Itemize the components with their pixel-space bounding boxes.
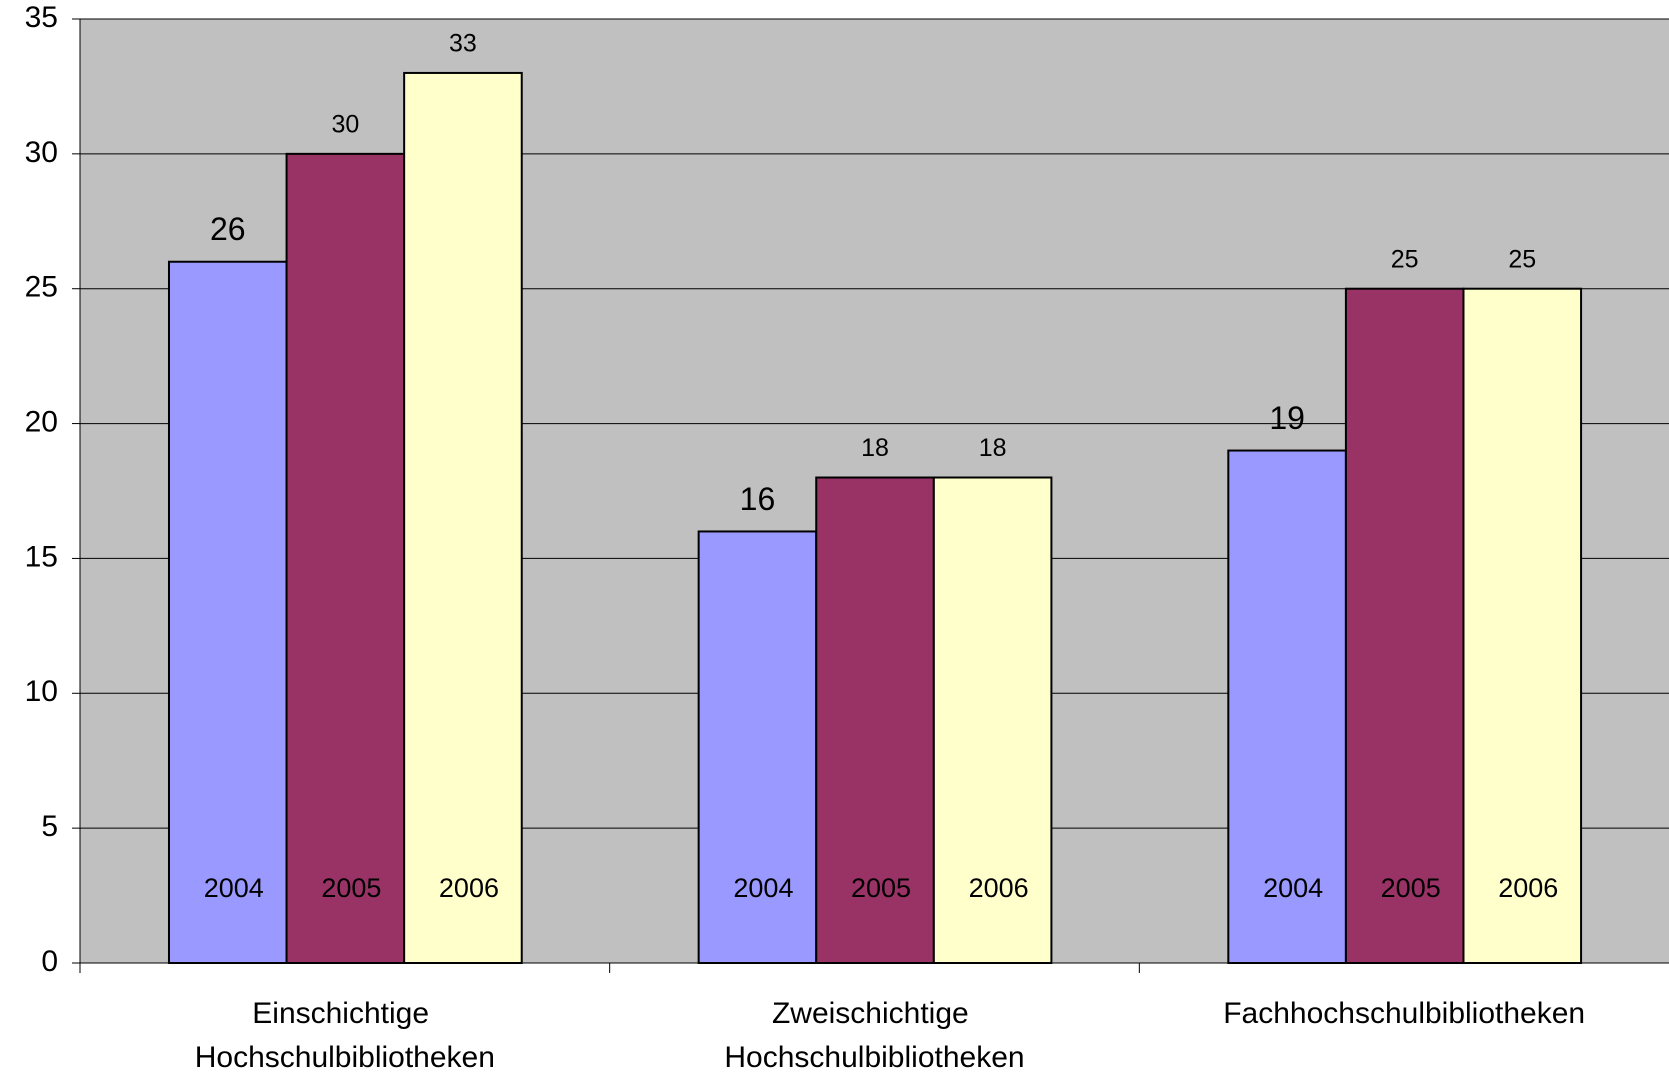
bar bbox=[285, 152, 406, 965]
data-label: 30 bbox=[331, 110, 359, 138]
series-label: 2004 bbox=[733, 873, 793, 903]
bar bbox=[815, 476, 935, 964]
series-label: 2004 bbox=[1263, 873, 1323, 903]
bar bbox=[697, 530, 818, 964]
x-tick-label-line: Fachhochschulbibliotheken bbox=[1223, 997, 1585, 1030]
data-label: 25 bbox=[1508, 245, 1536, 273]
x-tick-label-line: Hochschulbibliotheken bbox=[724, 1041, 1024, 1074]
y-tick-label: 10 bbox=[25, 675, 58, 708]
data-label: 16 bbox=[740, 481, 776, 517]
x-tick-label: Fachhochschulbibliotheken bbox=[1223, 997, 1585, 1030]
series-label: 2006 bbox=[439, 873, 499, 903]
series-label: 2005 bbox=[851, 873, 911, 903]
data-label: 26 bbox=[210, 211, 246, 247]
y-tick-label: 5 bbox=[41, 810, 58, 843]
data-label: 33 bbox=[449, 30, 477, 58]
series-label: 2005 bbox=[1381, 873, 1441, 903]
bar bbox=[932, 476, 1053, 964]
data-label: 18 bbox=[861, 434, 889, 462]
y-tick-label: 25 bbox=[25, 271, 58, 304]
series-label: 2006 bbox=[1498, 873, 1558, 903]
bar bbox=[1344, 287, 1465, 964]
y-tick-label: 15 bbox=[25, 540, 58, 573]
data-label: 18 bbox=[979, 434, 1007, 462]
series-label: 2006 bbox=[969, 873, 1029, 903]
x-tick-label-line: Zweischichtige bbox=[772, 997, 977, 1030]
x-tick-label-line: Hochschulbibliotheken bbox=[195, 1041, 495, 1074]
series-label: 2005 bbox=[321, 873, 381, 903]
x-tick-label: Einschichtige Hochschulbibliotheken bbox=[195, 997, 495, 1074]
y-tick-label: 30 bbox=[25, 136, 58, 169]
bar bbox=[1227, 449, 1347, 964]
y-tick-label: 35 bbox=[25, 1, 58, 34]
data-label: 25 bbox=[1391, 245, 1419, 273]
y-tick-label: 0 bbox=[41, 945, 58, 978]
bar bbox=[403, 71, 523, 964]
x-tick-label: Zweischichtige Hochschulbibliotheken bbox=[724, 997, 1024, 1074]
bar bbox=[1462, 287, 1583, 964]
bar bbox=[167, 260, 288, 964]
x-tick-label-line: Einschichtige bbox=[252, 997, 437, 1030]
y-tick-label: 20 bbox=[25, 405, 58, 438]
data-label: 19 bbox=[1269, 400, 1305, 436]
series-label: 2004 bbox=[204, 873, 264, 903]
